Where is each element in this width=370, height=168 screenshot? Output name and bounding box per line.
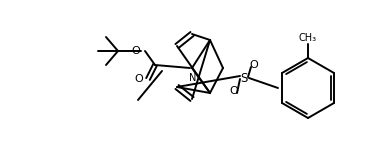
Text: CH₃: CH₃ xyxy=(299,33,317,43)
Text: N: N xyxy=(189,73,197,83)
Text: S: S xyxy=(240,72,248,85)
Text: O: O xyxy=(134,74,143,84)
Text: O: O xyxy=(250,60,258,70)
Text: O: O xyxy=(230,86,238,96)
Text: O: O xyxy=(131,46,140,56)
